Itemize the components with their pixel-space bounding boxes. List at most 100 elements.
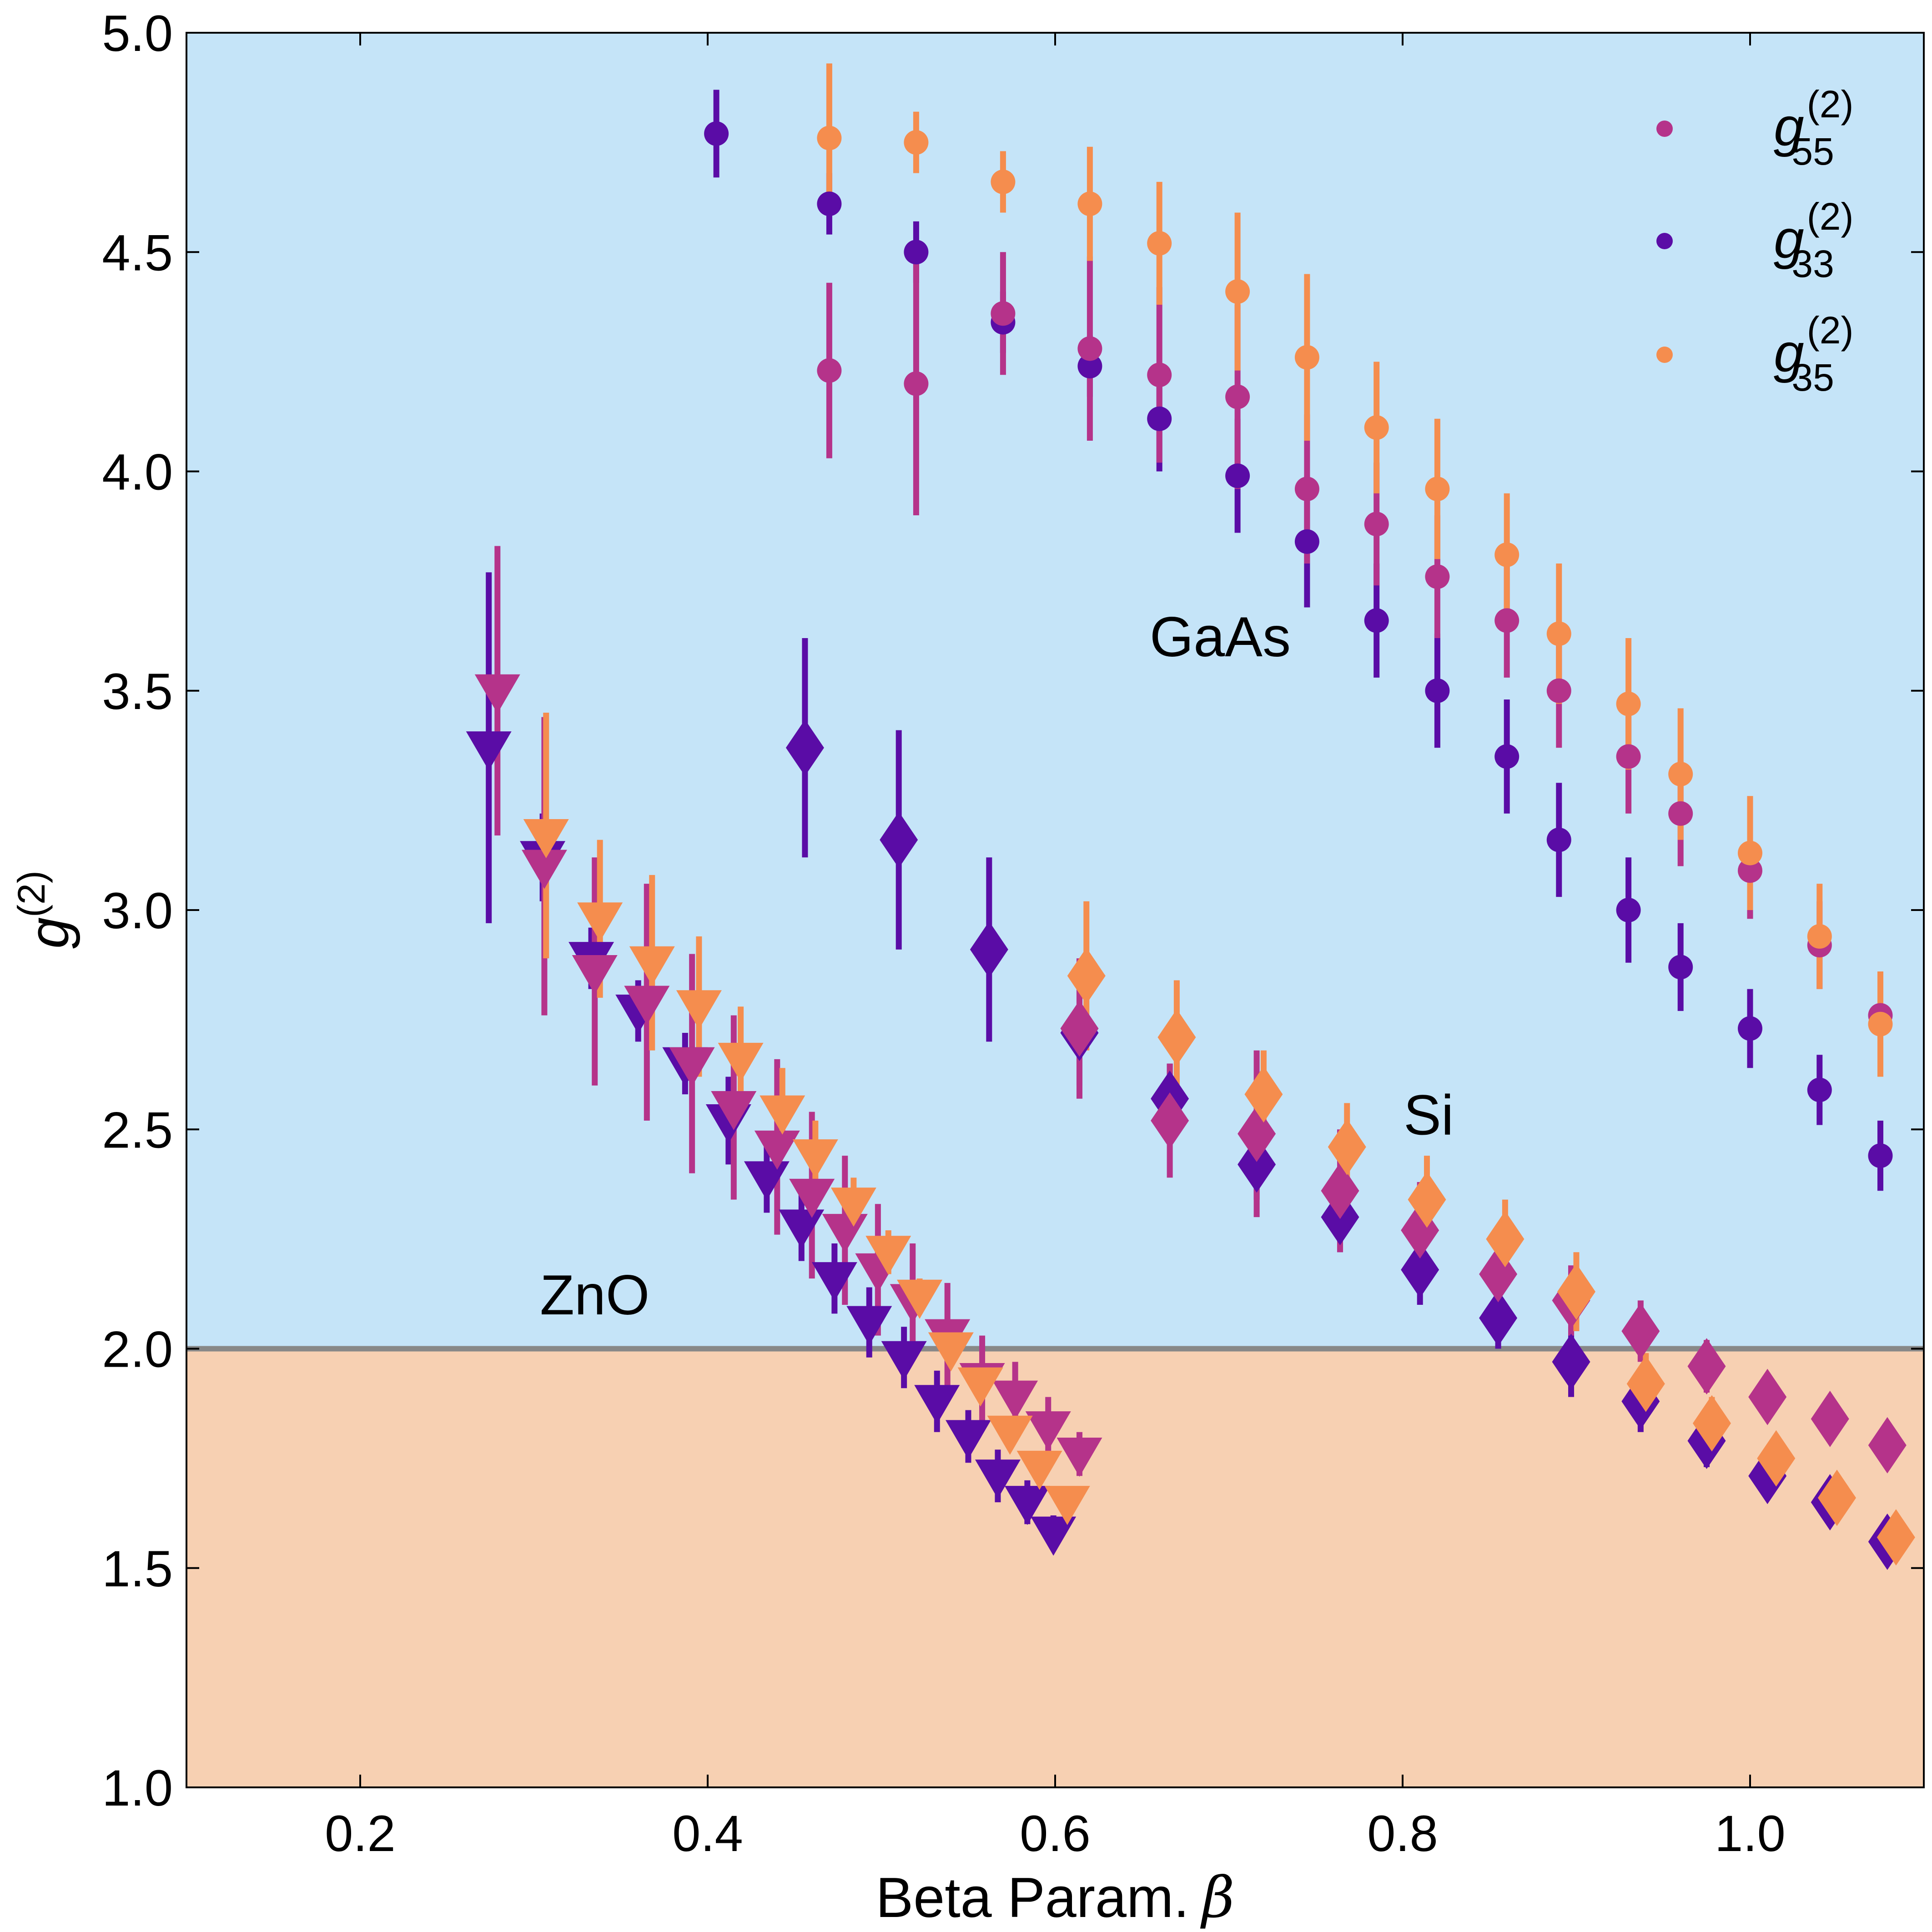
gaas-g33-point [1147, 406, 1172, 431]
zno-g33-point [846, 1306, 892, 1345]
x-tick-label: 0.8 [1367, 1805, 1438, 1862]
si-g55-point [1238, 1105, 1276, 1162]
si-g33-point [880, 811, 918, 868]
zno-g35-point [865, 1236, 911, 1275]
si-g35-point [1408, 1171, 1446, 1228]
si-g35-point [1818, 1469, 1856, 1526]
gaas-g35-point [1668, 762, 1693, 787]
zno-g33-point [744, 1161, 790, 1201]
legend-entry-g33: g(2) 33 [1656, 195, 1853, 285]
si-g55-point [1868, 1417, 1907, 1474]
zno-g35-point [577, 902, 623, 942]
gaas-g33-point [817, 191, 842, 216]
gaas-g35-point [1738, 840, 1762, 865]
gaas-g35-point [1868, 1011, 1893, 1036]
zno-g55-point [711, 1091, 757, 1131]
zno-g55-point [754, 1130, 800, 1170]
gaas-g35-point [1364, 415, 1389, 440]
gaas-g55-point [1546, 678, 1571, 703]
si-g35-point [1692, 1395, 1731, 1452]
zno-g55-point [521, 850, 567, 889]
zno-g55-point [474, 674, 520, 714]
x-tick-label: 0.4 [672, 1805, 743, 1862]
zno-g35-point [830, 1187, 876, 1227]
gaas-g33-point [1546, 827, 1571, 852]
zno-g33-point [881, 1341, 927, 1380]
region-label-gaas: GaAs [1150, 606, 1291, 669]
si-g55-point [1748, 1368, 1787, 1425]
gaas-g33-point [1364, 608, 1389, 633]
gaas-g55-point [1225, 384, 1250, 409]
region-label-zno: ZnO [540, 1264, 649, 1327]
y-tick-label: 1.0 [102, 1760, 173, 1816]
gaas-g55-point [1294, 477, 1319, 502]
si-g33-point [1552, 1333, 1590, 1390]
gaas-g35-point [1225, 279, 1250, 304]
y-tick-label: 4.0 [102, 444, 173, 501]
zno-g55-point [624, 986, 670, 1025]
zno-g33-point [779, 1209, 825, 1249]
gaas-g33-point [1294, 529, 1319, 554]
legend-label-g55: g(2) 55 [1774, 83, 1853, 173]
gaas-g33-point [904, 240, 929, 265]
legend-entry-g55: g(2) 55 [1656, 83, 1853, 173]
gaas-g33-point [1077, 354, 1102, 379]
si-g35-point [1486, 1211, 1524, 1268]
gaas-g33-point [1868, 1143, 1893, 1168]
si-g55-point [1687, 1338, 1726, 1395]
gaas-g55-point [991, 301, 1016, 326]
y-tick-label: 3.0 [102, 882, 173, 939]
zno-g33-point [975, 1459, 1021, 1499]
zno-g55-point [572, 955, 618, 995]
gaas-g55-point [904, 371, 929, 396]
zno-g35-point [676, 990, 722, 1030]
zno-g35-point [718, 1042, 764, 1082]
si-g55-point [1811, 1390, 1849, 1447]
gaas-g35-point [1077, 191, 1102, 216]
zno-g35-point [760, 1095, 805, 1135]
y-axis-label-text: g [18, 917, 80, 949]
si-g55-point [1321, 1162, 1359, 1219]
gaas-g35-point [1294, 345, 1319, 370]
si-g33-point [970, 921, 1008, 978]
gaas-g55-point [1425, 564, 1450, 589]
gaas-g33-point [1738, 1016, 1762, 1041]
legend-label-g35: g(2) 35 [1774, 309, 1853, 399]
legend-label-g33: g(2) 33 [1774, 195, 1853, 285]
gaas-g35-point [1616, 691, 1641, 716]
gaas-g35-point [1546, 621, 1571, 646]
gaas-g35-point [1147, 231, 1172, 256]
si-g35-point [1626, 1355, 1665, 1412]
zno-g55-point [1057, 1437, 1102, 1477]
zno-g35-point [792, 1139, 838, 1179]
zno-g55-point [789, 1178, 835, 1218]
zno-g35-point [957, 1367, 1003, 1407]
zno-g55-point [992, 1380, 1038, 1420]
gaas-g33-point [1616, 898, 1641, 922]
y-tick-label: 5.0 [102, 5, 173, 62]
y-tick-label: 1.5 [102, 1540, 173, 1597]
legend-marker-g35 [1656, 347, 1673, 363]
x-tick-label: 0.6 [1020, 1805, 1091, 1862]
x-tick-label: 1.0 [1715, 1805, 1786, 1862]
gaas-g33-point [1225, 463, 1250, 488]
gaas-g35-point [1807, 924, 1832, 949]
si-g35-point [1067, 947, 1106, 1004]
x-axis-label-text: Beta Param. [876, 1867, 1189, 1929]
x-axis-label: Beta Param. β [876, 1865, 1235, 1931]
gaas-g33-point [704, 121, 729, 146]
region-labels: GaAs Si ZnO [540, 606, 1454, 1327]
si-g33-point [1238, 1136, 1276, 1193]
zno-g35-point [987, 1415, 1033, 1455]
zno-g35-point [629, 946, 675, 986]
x-axis-label-symbol: β [1200, 1865, 1235, 1931]
gaas-g55-point [1668, 801, 1693, 826]
gaas-g35-point [991, 169, 1016, 194]
gaas-g35-point [817, 126, 842, 151]
gaas-g55-point [1077, 336, 1102, 361]
legend: g(2) 55 g(2) 33 g(2) 35 [1656, 83, 1853, 399]
gaas-g55-point [1147, 362, 1172, 387]
legend-marker-g33 [1656, 233, 1673, 249]
si-g35-point [1328, 1118, 1366, 1175]
